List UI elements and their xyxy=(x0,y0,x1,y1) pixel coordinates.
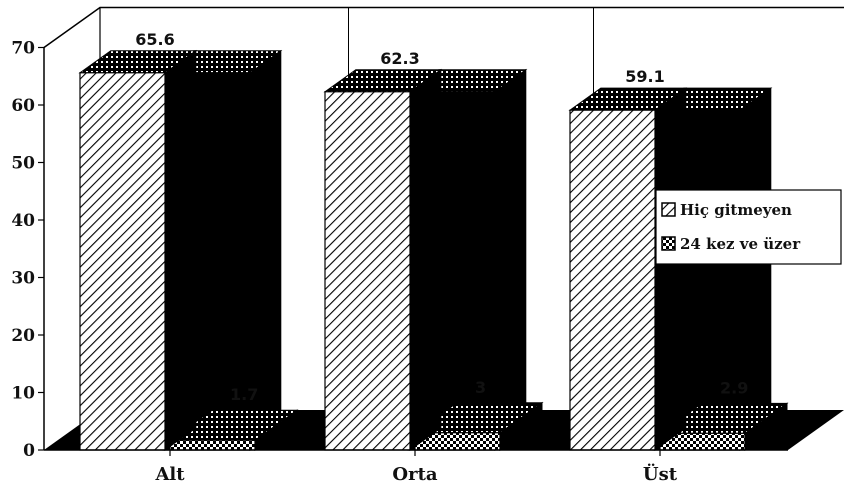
bar-24-kez-ve-uzer xyxy=(168,409,299,451)
bar-hic-gitmeyen-shadow-side xyxy=(494,68,527,451)
data-label: 62.3 xyxy=(380,49,419,68)
y-tick-label: 30 xyxy=(11,269,35,289)
legend-box xyxy=(655,189,842,265)
y-tick-label: 40 xyxy=(11,211,35,231)
bar-hic-gitmeyen-side xyxy=(164,49,197,451)
bar-hic-gitmeyen-side xyxy=(409,68,442,451)
bar-hic-gitmeyen-side xyxy=(654,87,687,451)
y-tick-label: 60 xyxy=(11,96,35,116)
legend: Hiç gitmeyen 24 kez ve üzer xyxy=(655,189,842,265)
bar-hic-gitmeyen xyxy=(568,87,688,451)
bar-hic-gitmeyen-front xyxy=(79,72,166,451)
y-tick-label: 10 xyxy=(11,384,35,404)
y-tick-label: 70 xyxy=(11,39,35,59)
legend-label: 24 kez ve üzer xyxy=(680,235,801,253)
x-tick-label: Alt xyxy=(154,464,185,485)
data-label: 65.6 xyxy=(135,30,174,49)
bar-24-kez-ve-uzer xyxy=(413,401,544,451)
bar-hic-gitmeyen-front xyxy=(324,91,411,451)
bar-hic-gitmeyen xyxy=(78,49,198,451)
y-tick-label: 0 xyxy=(23,441,35,461)
data-label: 59.1 xyxy=(625,67,664,86)
x-tick-label: Üst xyxy=(643,462,678,485)
legend-swatch xyxy=(661,236,676,251)
bar-hic-gitmeyen xyxy=(323,68,443,451)
data-label: 3 xyxy=(475,378,486,397)
bar-24-kez-ve-uzer xyxy=(658,402,789,451)
data-label: 1.7 xyxy=(230,385,258,404)
y-tick-label: 50 xyxy=(11,154,35,174)
data-label: 2.9 xyxy=(720,378,748,397)
legend-swatch xyxy=(661,202,676,217)
bar-24-kez-ve-uzer-front xyxy=(169,439,256,451)
legend-label: Hiç gitmeyen xyxy=(680,201,792,219)
y-tick-label: 20 xyxy=(11,326,35,346)
bar-hic-gitmeyen-front xyxy=(569,109,656,451)
x-tick-label: Orta xyxy=(392,464,437,485)
